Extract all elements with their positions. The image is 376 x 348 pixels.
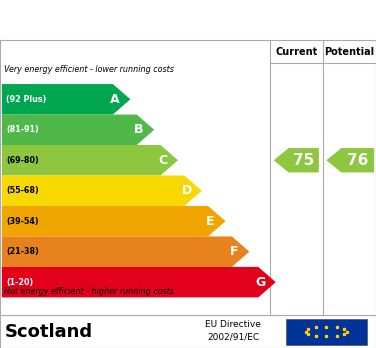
Text: Scotland: Scotland (5, 323, 93, 341)
Text: (1-20): (1-20) (6, 278, 33, 287)
Text: Very energy efficient - lower running costs: Very energy efficient - lower running co… (4, 65, 174, 74)
Text: (55-68): (55-68) (6, 186, 39, 195)
Polygon shape (326, 148, 374, 173)
Text: E: E (206, 215, 215, 228)
Text: Not energy efficient - higher running costs: Not energy efficient - higher running co… (4, 287, 174, 296)
Text: (92 Plus): (92 Plus) (6, 95, 47, 104)
Text: (81-91): (81-91) (6, 125, 39, 134)
Text: D: D (181, 184, 192, 197)
Polygon shape (2, 175, 202, 206)
Text: Potential: Potential (324, 47, 374, 57)
Text: 75: 75 (293, 153, 314, 168)
Text: A: A (110, 93, 120, 106)
Polygon shape (2, 236, 249, 267)
Text: (69-80): (69-80) (6, 156, 39, 165)
Text: (21-38): (21-38) (6, 247, 39, 256)
Text: Energy Efficiency Rating: Energy Efficiency Rating (64, 11, 312, 29)
Text: C: C (158, 154, 167, 167)
Text: (39-54): (39-54) (6, 217, 39, 226)
Polygon shape (2, 114, 154, 145)
Bar (286, 318, 367, 345)
Polygon shape (274, 148, 319, 173)
Text: 76: 76 (347, 153, 368, 168)
Polygon shape (2, 206, 226, 236)
Polygon shape (2, 267, 276, 298)
Text: Current: Current (275, 47, 317, 57)
Text: G: G (255, 276, 266, 288)
Polygon shape (2, 145, 178, 175)
Polygon shape (2, 84, 130, 114)
Text: B: B (134, 123, 144, 136)
Text: F: F (230, 245, 238, 258)
Text: EU Directive
2002/91/EC: EU Directive 2002/91/EC (205, 320, 261, 342)
